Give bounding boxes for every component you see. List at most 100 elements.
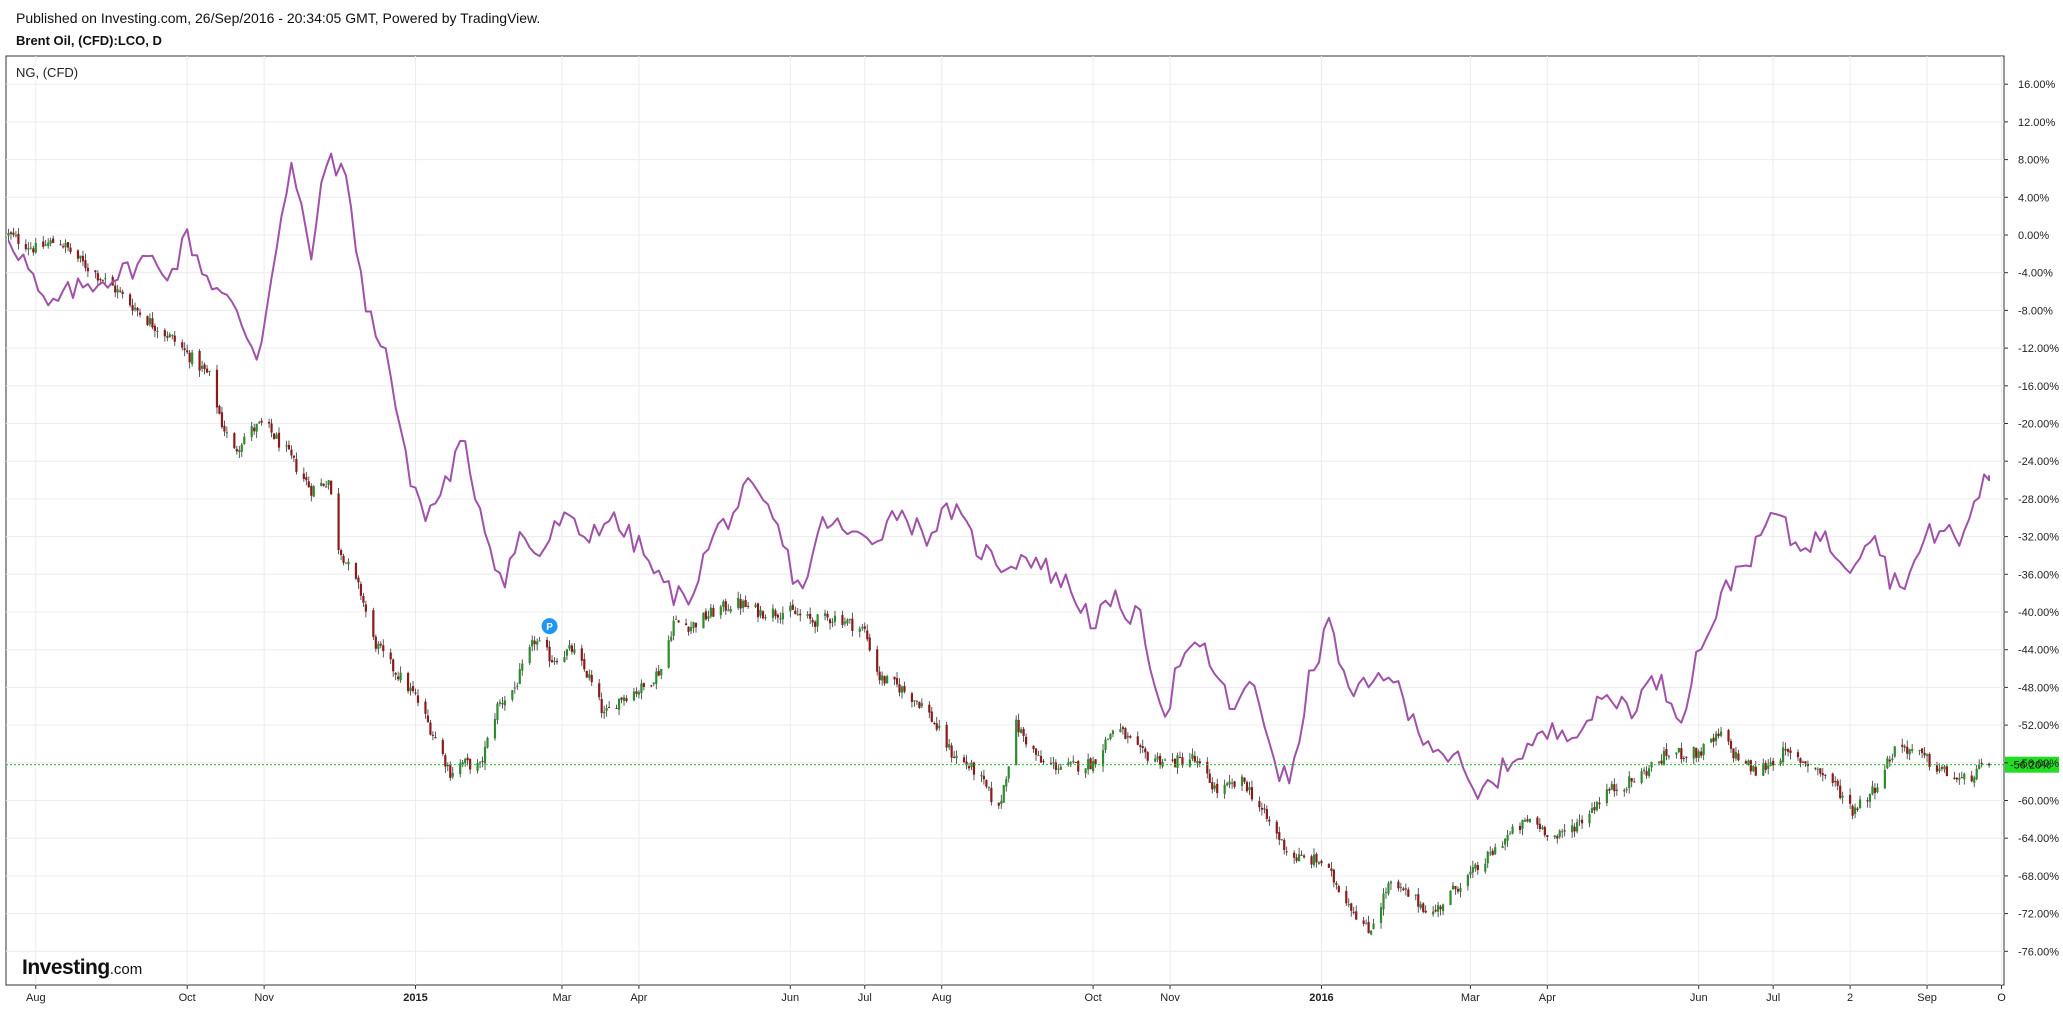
candle-down — [585, 670, 588, 678]
candle-down — [449, 764, 452, 778]
x-tick-label: 2016 — [1309, 992, 1333, 1004]
candle-up — [1419, 904, 1422, 908]
candle-down — [1754, 766, 1757, 776]
candle-down — [128, 294, 132, 306]
candle-down — [330, 480, 333, 495]
candle-down — [1608, 788, 1611, 791]
candle-up — [156, 330, 159, 332]
candle-up — [285, 445, 288, 447]
candle-down — [1573, 826, 1576, 832]
candle-up — [1156, 756, 1159, 760]
candle-down — [1814, 767, 1817, 769]
candle-down — [1404, 888, 1407, 890]
candle-up — [771, 608, 775, 618]
candle-down — [1245, 782, 1249, 792]
candle-up — [1007, 766, 1010, 779]
x-tick-label: Aug — [26, 992, 46, 1004]
candle-up — [1372, 923, 1375, 930]
candle-down — [1260, 807, 1263, 810]
x-tick-label: Jun — [1690, 992, 1708, 1004]
candle-down — [918, 701, 921, 708]
candle-down — [1834, 781, 1837, 783]
candle-up — [1347, 904, 1350, 906]
candle-down — [1454, 886, 1457, 890]
candle-up — [1000, 801, 1003, 804]
candle-up — [1558, 830, 1561, 837]
candle-down — [910, 693, 914, 702]
candle-up — [1521, 819, 1524, 829]
candle-up — [622, 697, 626, 702]
candle-down — [1295, 857, 1298, 861]
candle-down — [1139, 745, 1142, 747]
candle-down — [1819, 768, 1822, 774]
candle-down — [1439, 906, 1442, 910]
candle-down — [635, 691, 638, 694]
candle-down — [1518, 825, 1522, 831]
candle-up — [1702, 743, 1705, 755]
candle-down — [96, 273, 99, 281]
candle-up — [1692, 746, 1695, 759]
candle-down — [1278, 832, 1281, 840]
x-tick-label: Jul — [1766, 992, 1780, 1004]
candle-up — [1779, 760, 1782, 764]
candle-down — [898, 684, 901, 693]
candle-up — [737, 597, 740, 608]
candle-down — [42, 241, 45, 247]
candle-down — [1903, 746, 1906, 748]
event-marker-label: P — [546, 622, 553, 633]
candle-down — [1206, 761, 1209, 774]
candle-down — [429, 722, 432, 735]
candle-up — [1191, 754, 1194, 759]
candle-down — [826, 613, 829, 618]
candle-up — [1067, 762, 1070, 766]
candle-up — [1382, 893, 1385, 910]
candle-up — [1369, 930, 1373, 935]
candle-up — [47, 242, 50, 247]
candle-down — [186, 350, 189, 353]
x-tick-label: Oct — [1085, 992, 1102, 1004]
candle-up — [1767, 765, 1770, 769]
candle-down — [1645, 771, 1648, 776]
candle-down — [411, 686, 415, 692]
candle-up — [148, 318, 152, 325]
candle-down — [903, 686, 906, 692]
y-tick-label: 4.00% — [2018, 192, 2049, 204]
candle-up — [1109, 733, 1112, 740]
candle-up — [44, 244, 47, 246]
candle-down — [372, 610, 375, 637]
candle-down — [704, 611, 708, 620]
candle-down — [598, 683, 601, 698]
y-tick-label: -56.00% — [2018, 758, 2059, 770]
candle-up — [1248, 787, 1251, 791]
candle-down — [101, 279, 104, 281]
candle-down — [724, 601, 727, 611]
candle-down — [121, 291, 124, 294]
candle-up — [1963, 773, 1966, 780]
candle-down — [1563, 830, 1566, 832]
candle-down — [1159, 755, 1162, 766]
candle-up — [1657, 761, 1661, 764]
candle-down — [1888, 759, 1891, 762]
candle-down — [1712, 737, 1715, 742]
candle-down — [337, 493, 340, 550]
candle-down — [967, 766, 971, 769]
candle-down — [953, 756, 956, 758]
candle-down — [615, 707, 618, 709]
event-marker-layer[interactable]: P — [541, 618, 558, 635]
candle-up — [451, 772, 454, 777]
candle-down — [1407, 889, 1410, 897]
candle-up — [1528, 818, 1532, 822]
candle-down — [1243, 777, 1246, 782]
candle-up — [1523, 820, 1527, 822]
candle-down — [744, 599, 747, 607]
candle-down — [114, 285, 117, 293]
candle-down — [434, 737, 437, 739]
candle-up — [1571, 825, 1574, 833]
candle-down — [990, 787, 993, 803]
candle-up — [1414, 894, 1417, 896]
candle-up — [1876, 787, 1879, 793]
candle-up — [171, 335, 174, 337]
candle-up — [689, 627, 693, 632]
candle-up — [79, 255, 82, 259]
